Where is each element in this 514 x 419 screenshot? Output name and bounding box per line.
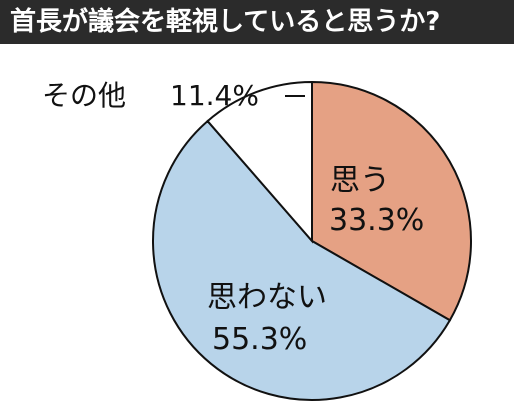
slice-label-other: その他 xyxy=(42,79,126,112)
pie-slice-yes xyxy=(311,80,472,322)
slice-label-no: 思わない xyxy=(207,280,327,315)
slice-value-no: 55.3% xyxy=(212,322,307,357)
chart-title: 首長が議会を軽視していると思うか? xyxy=(0,0,514,44)
pie-slice-no xyxy=(151,119,452,402)
pie-slice-other xyxy=(206,80,313,244)
slice-label-yes: 思う xyxy=(330,163,390,198)
slice-value-other: 11.4% xyxy=(170,79,259,112)
slice-value-yes: 33.3% xyxy=(329,203,424,238)
